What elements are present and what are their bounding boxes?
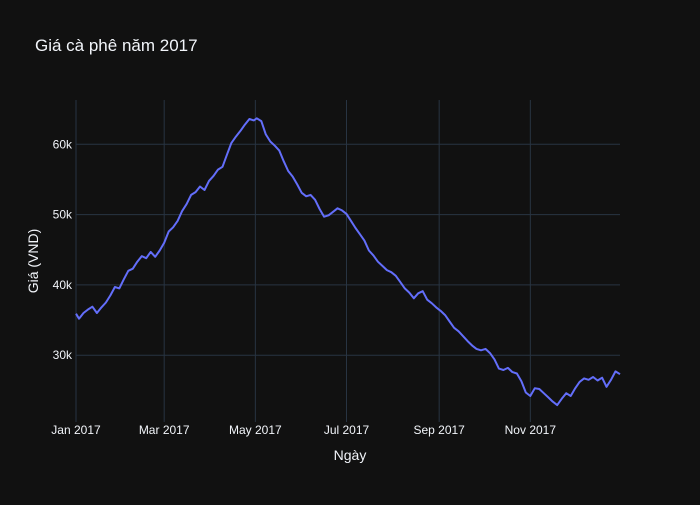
y-tick-label: 40k xyxy=(53,278,73,292)
chart-title: Giá cà phê năm 2017 xyxy=(35,36,198,55)
y-tick-label: 60k xyxy=(53,137,73,151)
y-tick-label: 50k xyxy=(53,208,73,222)
tick-labels: 30k 40k 50k 60k Jan 2017 Mar 2017 May 2017 Jul … xyxy=(51,137,556,437)
x-axis-title: Ngày xyxy=(334,447,367,463)
price-series-line[interactable] xyxy=(75,117,621,407)
y-tick-label: 30k xyxy=(53,348,73,362)
x-tick-label: Nov 2017 xyxy=(505,423,557,437)
x-tick-label: May 2017 xyxy=(229,423,282,437)
x-tick-label: Sep 2017 xyxy=(413,423,465,437)
x-tick-label: Jul 2017 xyxy=(324,423,370,437)
x-tick-label: Mar 2017 xyxy=(139,423,190,437)
x-tick-label: Jan 2017 xyxy=(51,423,101,437)
y-axis-title: Giá (VND) xyxy=(25,229,41,294)
series-layer xyxy=(75,117,621,407)
